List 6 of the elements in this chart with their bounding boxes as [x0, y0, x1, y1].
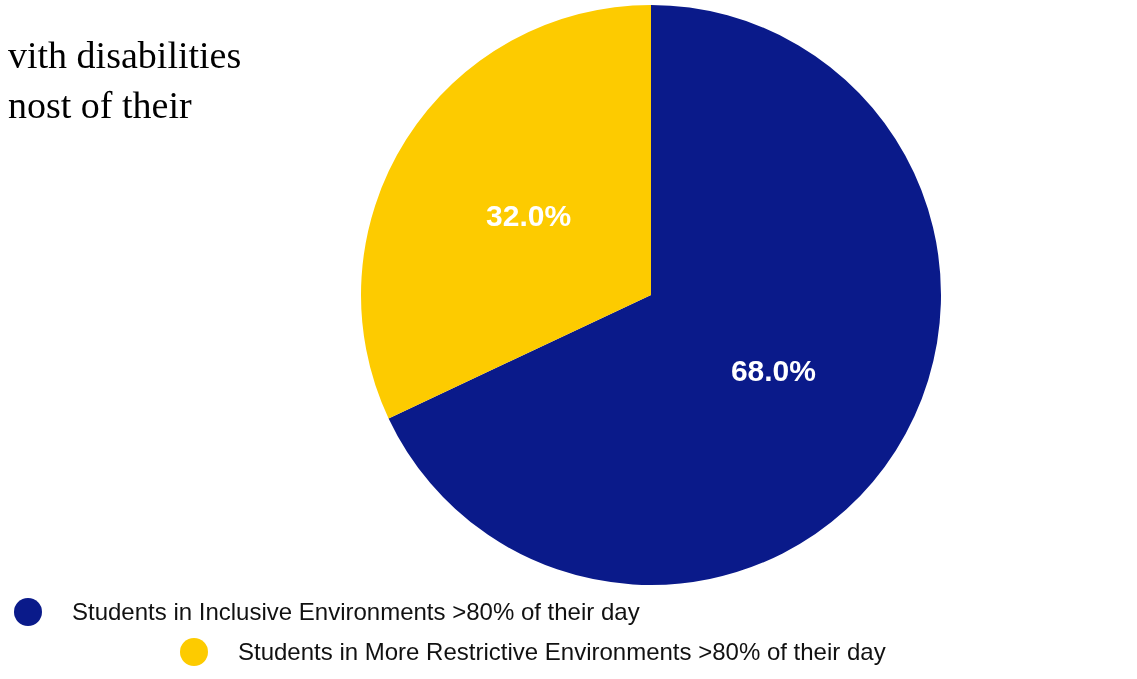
text: vith disabilities: [8, 33, 242, 78]
data-label: 68.0%: [730, 353, 816, 387]
text: nost of their: [8, 83, 193, 128]
legend-label: Students in Inclusive Environments >80% of their day: [72, 598, 640, 626]
data-label: 32.0%: [486, 198, 572, 232]
legend-label: Students in More Restrictive Environments >80% of their day: [238, 638, 886, 666]
